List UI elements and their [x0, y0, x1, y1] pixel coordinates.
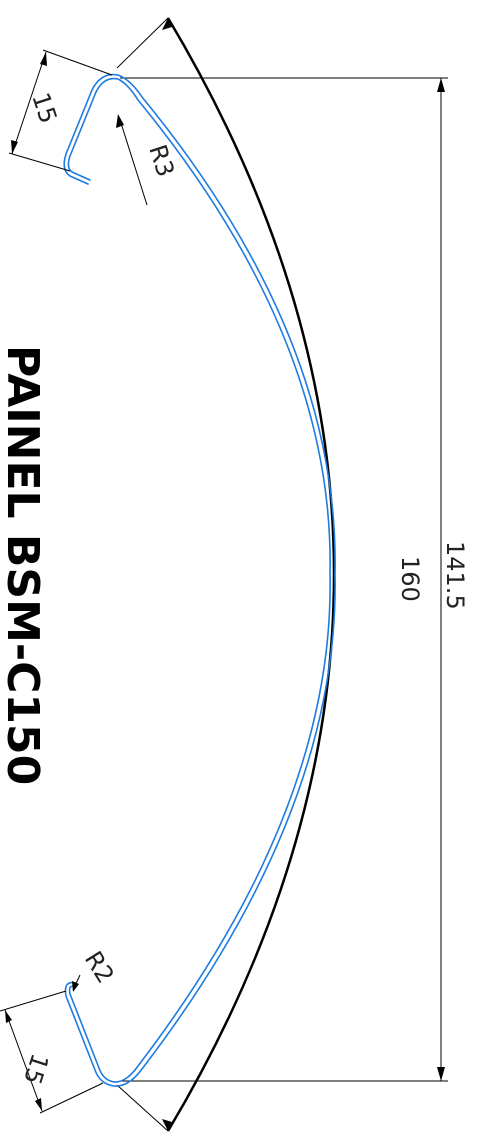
arc-extension-line-top [116, 17, 169, 69]
bottom-lip-label: 15 [18, 1050, 54, 1088]
height-arrow-bottom [437, 1067, 445, 1081]
arc-arrow-top [162, 18, 172, 30]
top-lip-extension-2 [8, 152, 71, 172]
top-lip-arrow-2 [11, 140, 18, 154]
top-lip-arrow-1 [40, 52, 47, 66]
panel-profile [63, 73, 336, 1087]
arc-length-label: 160 [396, 556, 424, 602]
bottom-lip-dimension-line [4, 1009, 43, 1112]
bottom-lip-arrow-2 [35, 1098, 42, 1111]
r2-leader-arrow [72, 981, 79, 992]
profile-outer-line [67, 77, 331, 1083]
arc-length-dimension [116, 17, 336, 1132]
arc-dimension-line [166, 17, 336, 1132]
arc-extension-line-bottom [116, 1084, 169, 1132]
bottom-lip-arrow-1 [5, 1010, 12, 1023]
height-label: 141.5 [441, 541, 469, 610]
r3-leader [116, 114, 148, 206]
height-arrow-top [437, 78, 445, 92]
arc-arrow-bottom [162, 1119, 172, 1131]
r2-leader [72, 974, 81, 992]
panel-title: PAINEL BSM-C150 [0, 345, 48, 785]
r3-leader-arrow [116, 114, 124, 128]
r3-leader-line [119, 119, 148, 206]
height-dimension [120, 77, 448, 1082]
bottom-lip-extension-1 [0, 990, 67, 1012]
bottom-lip-extension-2 [39, 1082, 104, 1114]
bottom-lip-dimension [0, 990, 104, 1114]
top-lip-extension-1 [42, 49, 113, 76]
top-lip-dimension [8, 49, 113, 172]
r2-label: R2 [79, 946, 120, 988]
top-lip-dimension-line [11, 51, 47, 155]
profile-inner-line [63, 73, 336, 1087]
